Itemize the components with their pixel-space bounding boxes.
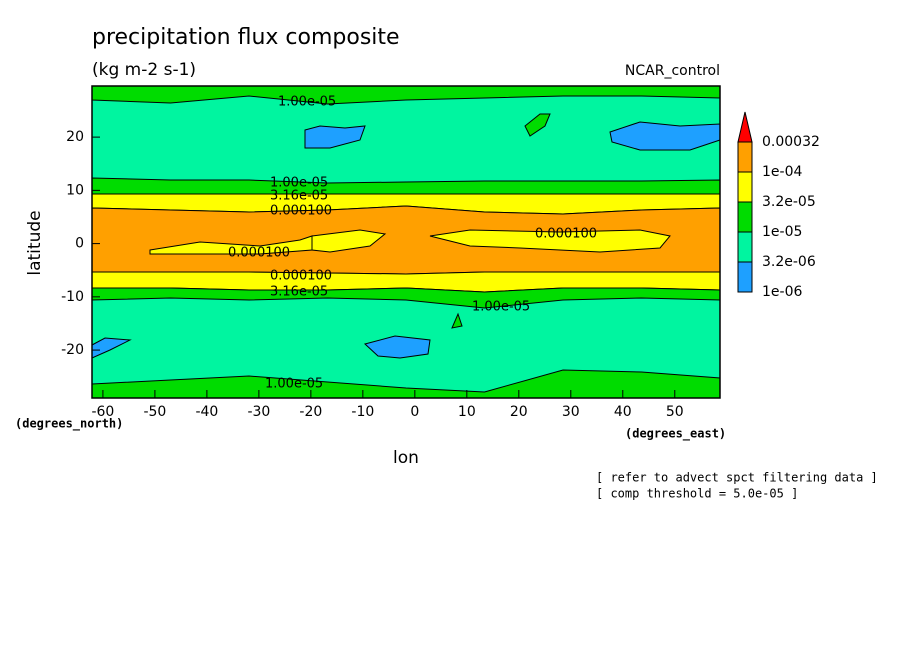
contour-band bbox=[429, 229, 671, 253]
y-tick-label: 0 bbox=[75, 236, 84, 252]
colorbar-label: 3.2e-06 bbox=[762, 254, 816, 270]
x-tick-label: -30 bbox=[247, 404, 270, 420]
x-tick-label: -60 bbox=[91, 404, 114, 420]
colorbar-label: 3.2e-05 bbox=[762, 194, 816, 210]
colorbar-box bbox=[737, 261, 753, 293]
contour-label: 1.00e-05 bbox=[265, 377, 323, 392]
contour-band bbox=[363, 335, 431, 359]
x-tick-label: 50 bbox=[666, 404, 684, 420]
note: [ comp threshold = 5.0e-05 ] bbox=[596, 487, 798, 501]
x-tick-label: 0 bbox=[410, 404, 419, 420]
contour-label: 3.16e-05 bbox=[270, 285, 328, 300]
colorbar-label: 1e-05 bbox=[762, 224, 802, 240]
contour-label: 0.000100 bbox=[270, 204, 332, 219]
colorbar-box bbox=[737, 171, 753, 203]
y-tick-label: 20 bbox=[66, 129, 84, 145]
contour-label: 1.00e-05 bbox=[270, 176, 328, 191]
y-unit: (degrees_north) bbox=[15, 417, 123, 432]
colorbar-triangle bbox=[737, 111, 753, 143]
contour-band bbox=[451, 312, 463, 329]
plot-frame bbox=[91, 85, 721, 399]
x-tick-label: -20 bbox=[299, 404, 322, 420]
contour-band bbox=[311, 229, 387, 253]
y-axis-label: latitude bbox=[25, 210, 45, 275]
contour-label: 3.16e-05 bbox=[270, 189, 328, 204]
y-tick-label: -20 bbox=[61, 342, 84, 358]
contour-label: 1.00e-05 bbox=[278, 95, 336, 110]
x-unit: (degrees_east) bbox=[625, 427, 726, 442]
colorbar-label: 1e-06 bbox=[762, 284, 802, 300]
x-axis-label: lon bbox=[393, 448, 419, 468]
colorbar-box bbox=[737, 201, 753, 233]
x-tick-label: 10 bbox=[458, 404, 476, 420]
x-tick-label: 30 bbox=[562, 404, 580, 420]
y-tick-label: -10 bbox=[61, 289, 84, 305]
contour-band bbox=[609, 121, 721, 151]
contour-label: 0.000100 bbox=[270, 269, 332, 284]
x-tick-label: -40 bbox=[195, 404, 218, 420]
x-tick-label: 20 bbox=[510, 404, 528, 420]
contour-label: 1.00e-05 bbox=[472, 300, 530, 315]
contour-band bbox=[304, 125, 366, 149]
colorbar-label: 0.00032 bbox=[762, 134, 820, 150]
dataset-label: NCAR_control bbox=[625, 63, 720, 79]
x-tick-label: -50 bbox=[143, 404, 166, 420]
contour-label: 0.000100 bbox=[228, 246, 290, 261]
x-tick-label: -10 bbox=[351, 404, 374, 420]
colorbar-box bbox=[737, 231, 753, 263]
note: [ refer to advect spct filtering data ] bbox=[596, 471, 878, 485]
chart-title: precipitation flux composite bbox=[92, 25, 400, 50]
contour-label: 0.000100 bbox=[535, 227, 597, 242]
colorbar-box bbox=[737, 141, 753, 173]
y-tick-label: 10 bbox=[66, 182, 84, 198]
contour-band bbox=[524, 113, 551, 137]
chart-subtitle: (kg m-2 s-1) bbox=[92, 60, 196, 80]
colorbar-label: 1e-04 bbox=[762, 164, 802, 180]
x-tick-label: 40 bbox=[614, 404, 632, 420]
